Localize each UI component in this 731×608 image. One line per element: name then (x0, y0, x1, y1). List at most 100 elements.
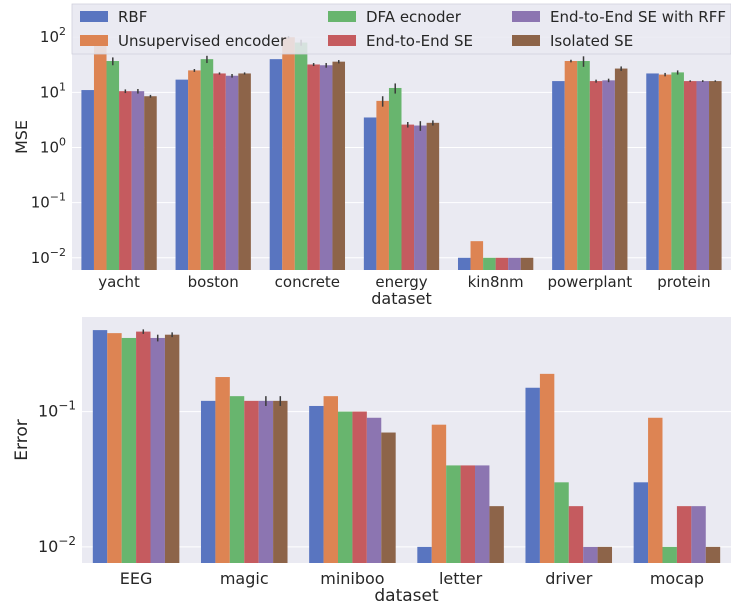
legend-box (71, 3, 731, 55)
bar-dfa-ecnoder-concrete (294, 42, 308, 271)
x-axis-label: dataset (374, 586, 439, 606)
chart-error: EEG magic miniboo letter driver mocap 10−2 10−1… (12, 317, 731, 606)
bar-unsupervised-encoder-kin8nm (470, 241, 484, 270)
legend-swatch-end-to-end-se-with-rff (512, 11, 540, 22)
bar-isolated-se-magic (273, 400, 288, 563)
bar-isolated-se-energy (426, 122, 440, 270)
legend-label-unsupervised-encoder: Unsupervised encoder (118, 32, 287, 50)
bar-dfa-ecnoder-kin8nm (483, 257, 496, 270)
bar-rbf-powerplant (552, 81, 565, 271)
bar-end-to-end-se-with-rff-powerplant (602, 80, 615, 270)
bar-rbf-driver (525, 387, 540, 563)
x-tick-label-driver: driver (545, 569, 592, 588)
x-tick-label-miniboo: miniboo (320, 569, 384, 588)
bar-end-to-end-se-driver (568, 506, 584, 563)
bar-unsupervised-encoder-powerplant (564, 61, 578, 270)
bar-end-to-end-se-with-rff-yacht (131, 91, 145, 270)
bar-dfa-ecnoder-mocap (662, 546, 677, 563)
bar-unsupervised-encoder-eeg (107, 333, 122, 563)
bar-isolated-se-driver (597, 546, 613, 563)
bar-end-to-end-se-energy (401, 124, 415, 270)
bar-unsupervised-encoder-driver (539, 373, 555, 563)
bar-end-to-end-se-concrete (307, 64, 320, 271)
bar-rbf-boston (175, 79, 189, 270)
x-tick-label-eeg: EEG (120, 569, 153, 588)
bar-unsupervised-encoder-protein (658, 74, 672, 270)
bar-dfa-ecnoder-boston (200, 59, 214, 271)
y-tick-label: 100 (40, 135, 66, 156)
bar-end-to-end-se-with-rff-magic (258, 400, 274, 563)
bar-isolated-se-concrete (332, 61, 346, 271)
bar-end-to-end-se-with-rff-miniboo (366, 417, 382, 563)
bar-isolated-se-miniboo (381, 432, 396, 563)
bar-end-to-end-se-with-rff-kin8nm (508, 257, 521, 270)
x-tick-label-mocap: mocap (650, 569, 704, 588)
bar-rbf-concrete (269, 59, 283, 271)
bar-end-to-end-se-boston (213, 73, 226, 270)
plot-area (82, 317, 731, 563)
x-tick-label-powerplant: powerplant (547, 273, 632, 291)
legend-label-end-to-end-se: End-to-End SE (366, 32, 473, 50)
bar-rbf-kin8nm (457, 257, 471, 270)
legend-label-dfa-ecnoder: DFA ecnoder (366, 8, 462, 26)
bar-end-to-end-se-with-rff-mocap (691, 506, 706, 563)
bar-isolated-se-yacht (144, 96, 157, 270)
bar-unsupervised-encoder-miniboo (323, 396, 338, 563)
bar-dfa-ecnoder-magic (229, 396, 245, 563)
bar-isolated-se-protein (709, 81, 722, 271)
y-tick-label: 10−1 (38, 399, 76, 421)
x-tick-label-kin8nm: kin8nm (468, 273, 524, 291)
y-tick-label: 10−1 (31, 191, 66, 212)
legend-swatch-rbf (80, 11, 108, 22)
bar-end-to-end-se-magic (244, 400, 259, 563)
bar-rbf-mocap (633, 482, 649, 563)
bar-end-to-end-se-yacht (119, 91, 132, 270)
bar-rbf-eeg (92, 330, 108, 563)
legend-swatch-unsupervised-encoder (80, 35, 108, 46)
x-tick-label-energy: energy (375, 273, 427, 291)
bar-unsupervised-encoder-concrete (282, 37, 295, 271)
bar-dfa-ecnoder-letter (446, 465, 461, 563)
bar-end-to-end-se-protein (683, 81, 697, 271)
chart-mse: yacht boston concrete energy kin8nm powerplan… (12, 3, 731, 308)
bar-dfa-ecnoder-eeg (121, 337, 137, 563)
y-tick-label: 10−2 (38, 534, 76, 556)
bar-isolated-se-powerplant (614, 68, 628, 270)
bar-end-to-end-se-letter (460, 465, 476, 563)
legend-swatch-isolated-se (512, 35, 540, 46)
legend-swatch-end-to-end-se (328, 35, 356, 46)
bar-isolated-se-letter (489, 506, 504, 563)
legend-label-rbf: RBF (118, 8, 147, 26)
y-tick-label: 10−2 (31, 246, 66, 267)
bar-unsupervised-encoder-letter (431, 424, 447, 563)
bar-unsupervised-encoder-energy (376, 100, 389, 270)
bar-unsupervised-encoder-boston (188, 70, 201, 271)
bar-rbf-protein (646, 73, 659, 270)
bar-end-to-end-se-mocap (676, 506, 692, 563)
bar-rbf-yacht (81, 90, 94, 271)
y-tick-label: 102 (40, 25, 66, 46)
x-tick-label-letter: letter (439, 569, 483, 588)
bar-isolated-se-boston (238, 73, 251, 270)
x-tick-label-yacht: yacht (98, 273, 140, 291)
bar-dfa-ecnoder-protein (671, 72, 684, 270)
bar-rbf-magic (200, 400, 216, 563)
bar-dfa-ecnoder-powerplant (577, 61, 590, 270)
bar-dfa-ecnoder-energy (388, 87, 402, 271)
x-tick-label-concrete: concrete (275, 273, 340, 291)
x-tick-label-protein: protein (657, 273, 710, 291)
bar-end-to-end-se-powerplant (589, 81, 603, 271)
bar-unsupervised-encoder-yacht (93, 44, 107, 271)
legend-label-isolated-se: Isolated SE (550, 32, 633, 50)
bar-end-to-end-se-with-rff-energy (414, 125, 427, 270)
bar-rbf-energy (363, 117, 377, 270)
bar-unsupervised-encoder-magic (215, 377, 230, 563)
bar-dfa-ecnoder-miniboo (337, 411, 353, 563)
bar-end-to-end-se-with-rff-protein (696, 81, 710, 271)
bar-dfa-ecnoder-yacht (106, 61, 120, 270)
bar-end-to-end-se-with-rff-boston (225, 75, 239, 271)
bar-rbf-letter (417, 546, 432, 563)
bar-rbf-miniboo (309, 405, 324, 563)
bar-isolated-se-mocap (705, 546, 721, 563)
